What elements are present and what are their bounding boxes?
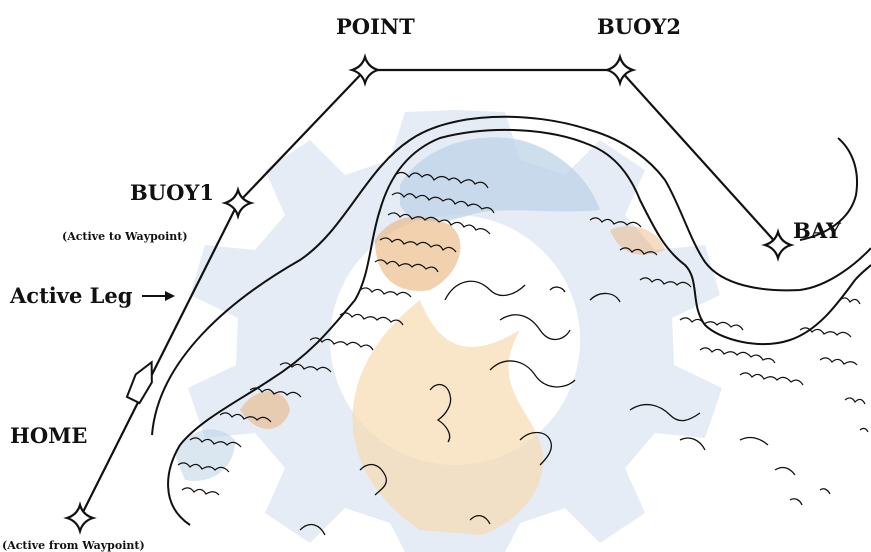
route-leg-buoy2-bay (619, 69, 779, 246)
main-shoreline (167, 128, 871, 526)
label-buoy1: BUOY1 (130, 180, 214, 205)
annotation-active-from: (Active from Waypoint) (2, 539, 145, 552)
land-tint-orange-upper (375, 216, 461, 291)
waypoint-home[interactable] (65, 503, 95, 533)
label-home: HOME (10, 423, 87, 448)
watermark (188, 110, 722, 552)
label-buoy2: BUOY2 (597, 14, 681, 39)
label-point: POINT (336, 14, 415, 39)
label-bay: BAY (793, 218, 842, 243)
upper-right-shore (799, 137, 858, 241)
route-leg-home-buoy1 (79, 202, 239, 519)
label-active-leg: Active Leg (9, 283, 133, 308)
land-tint-orange-lower (240, 391, 290, 429)
boat-icon (125, 360, 153, 405)
annotation-active-to: (Active to Waypoint) (62, 230, 188, 243)
route (79, 68, 779, 519)
land-tint-blue (400, 137, 600, 222)
rocky-land-texture (177, 171, 869, 496)
land-tint-blue-left (175, 429, 235, 481)
watermark-gear-ring (188, 110, 722, 552)
outer-depth-contour (151, 115, 871, 436)
watermark-flame (352, 300, 544, 535)
arrow-right-icon (142, 291, 175, 301)
interior-land-contours (299, 280, 831, 536)
waypoint-star-icon (65, 503, 95, 533)
route-leg-buoy1-point (237, 69, 366, 204)
